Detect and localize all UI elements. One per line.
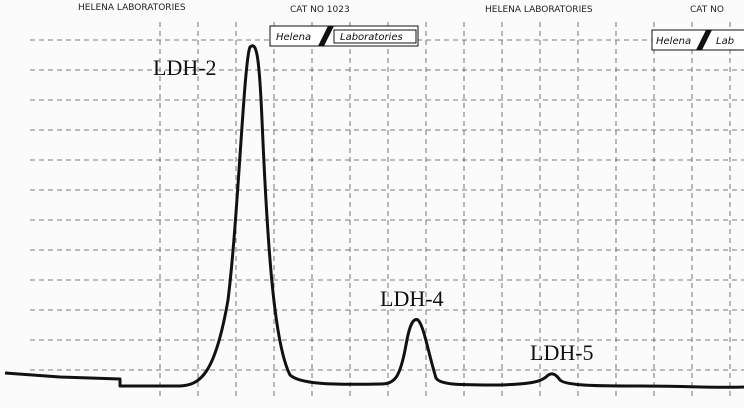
peak-label: LDH-4 xyxy=(380,286,444,311)
trace xyxy=(4,44,744,389)
peak-label: LDH-2 xyxy=(153,55,217,80)
header-text: HELENA LABORATORIES xyxy=(485,5,593,15)
logo-mark xyxy=(318,26,334,46)
logo-inner xyxy=(333,29,417,44)
logo: Helena Laboratories xyxy=(269,25,419,47)
peak-label: LDH-5 xyxy=(530,340,594,365)
logo-text: Helena xyxy=(656,36,691,47)
logo-text: Helena xyxy=(276,32,311,43)
logo-box xyxy=(269,25,419,47)
header-text: CAT NO 1023 xyxy=(290,5,350,15)
logo-text: Laboratories xyxy=(340,32,403,43)
logo-mark xyxy=(696,30,712,50)
logo-text: Lab xyxy=(716,36,734,47)
logo: Helena Lab xyxy=(651,29,744,51)
header-text: HELENA LABORATORIES xyxy=(78,3,186,13)
header-text: CAT NO xyxy=(690,5,724,15)
grid xyxy=(30,22,744,400)
